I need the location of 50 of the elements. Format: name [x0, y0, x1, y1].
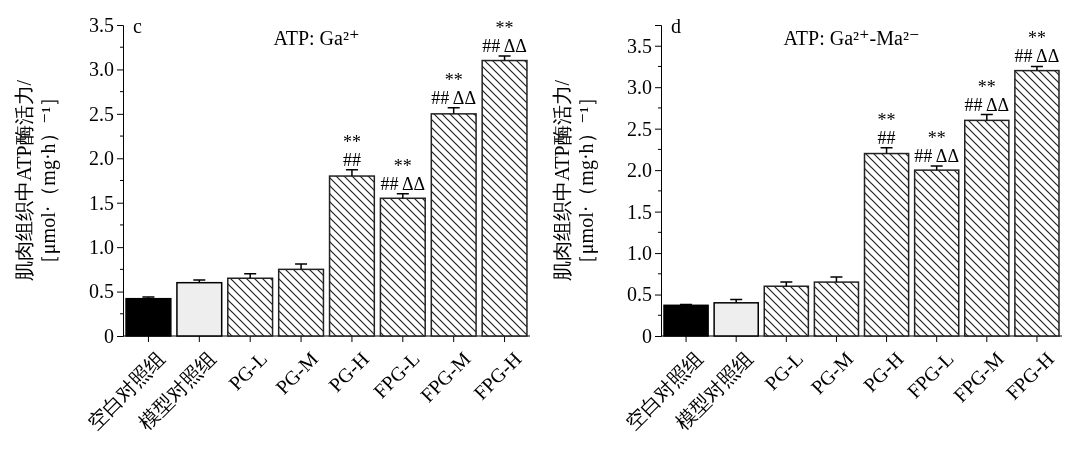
bar	[913, 169, 960, 337]
y-tick-label: 3.0	[627, 76, 652, 99]
y-tick-label: 1.5	[627, 200, 652, 223]
bar	[1014, 69, 1060, 337]
y-tick-label: 2.0	[89, 147, 114, 170]
chart-title: ATP: Ga²⁺	[273, 27, 360, 49]
y-tick-label: 2.5	[89, 102, 114, 125]
bar	[481, 59, 528, 337]
chart-title: ATP: Ga²⁺-Ma²⁻	[783, 27, 920, 49]
annotation: ## ΔΔ	[914, 145, 960, 166]
y-tick-label: 3.0	[89, 58, 114, 81]
y-axis-title: 肌肉组织中ATP酶活力/ ［μmol·（mg·h）⁻¹］	[551, 79, 598, 282]
annotation: **	[1027, 28, 1046, 49]
bar	[813, 281, 860, 337]
annotation: **	[927, 127, 946, 148]
annotation: **	[495, 18, 514, 39]
y-tick-label: 2.5	[627, 117, 652, 140]
y-tick-label: 2.0	[627, 159, 652, 182]
bar	[430, 113, 477, 337]
annotation: **	[444, 69, 463, 90]
y-tick-label: 1.5	[89, 191, 114, 214]
annotation: ## ΔΔ	[380, 173, 426, 194]
annotation: **	[393, 155, 412, 176]
y-tick-label: 3.5	[627, 34, 652, 57]
annotation: ## ΔΔ	[1014, 46, 1060, 67]
annotation: ## ΔΔ	[482, 36, 527, 57]
y-tick-label: 0.5	[89, 280, 114, 303]
bar	[964, 119, 1010, 337]
annotation: **	[977, 76, 996, 97]
annotation: **	[877, 109, 896, 130]
bar	[763, 285, 810, 337]
annotation: **	[342, 131, 361, 152]
y-tick-label: 1.0	[627, 241, 652, 264]
annotation: c	[133, 15, 142, 37]
annotation: ##	[342, 149, 361, 170]
y-axis-title: 肌肉组织中ATP酶活力/ ［μmol·（mg·h）⁻¹］	[13, 79, 60, 282]
y-tick-label: 3.5	[89, 13, 114, 36]
annotation: ##	[877, 127, 896, 148]
annotation: ## ΔΔ	[431, 87, 477, 108]
bar	[863, 152, 910, 337]
annotation: d	[671, 15, 681, 37]
bar	[328, 175, 376, 337]
annotation: ## ΔΔ	[964, 94, 1010, 115]
y-tick-label: 0	[104, 324, 114, 347]
y-tick-label: 0.5	[627, 283, 652, 306]
y-tick-label: 0	[642, 324, 652, 347]
bar	[277, 268, 325, 337]
bar	[379, 197, 426, 337]
y-tick-label: 1.0	[89, 236, 114, 259]
bar	[227, 277, 274, 337]
